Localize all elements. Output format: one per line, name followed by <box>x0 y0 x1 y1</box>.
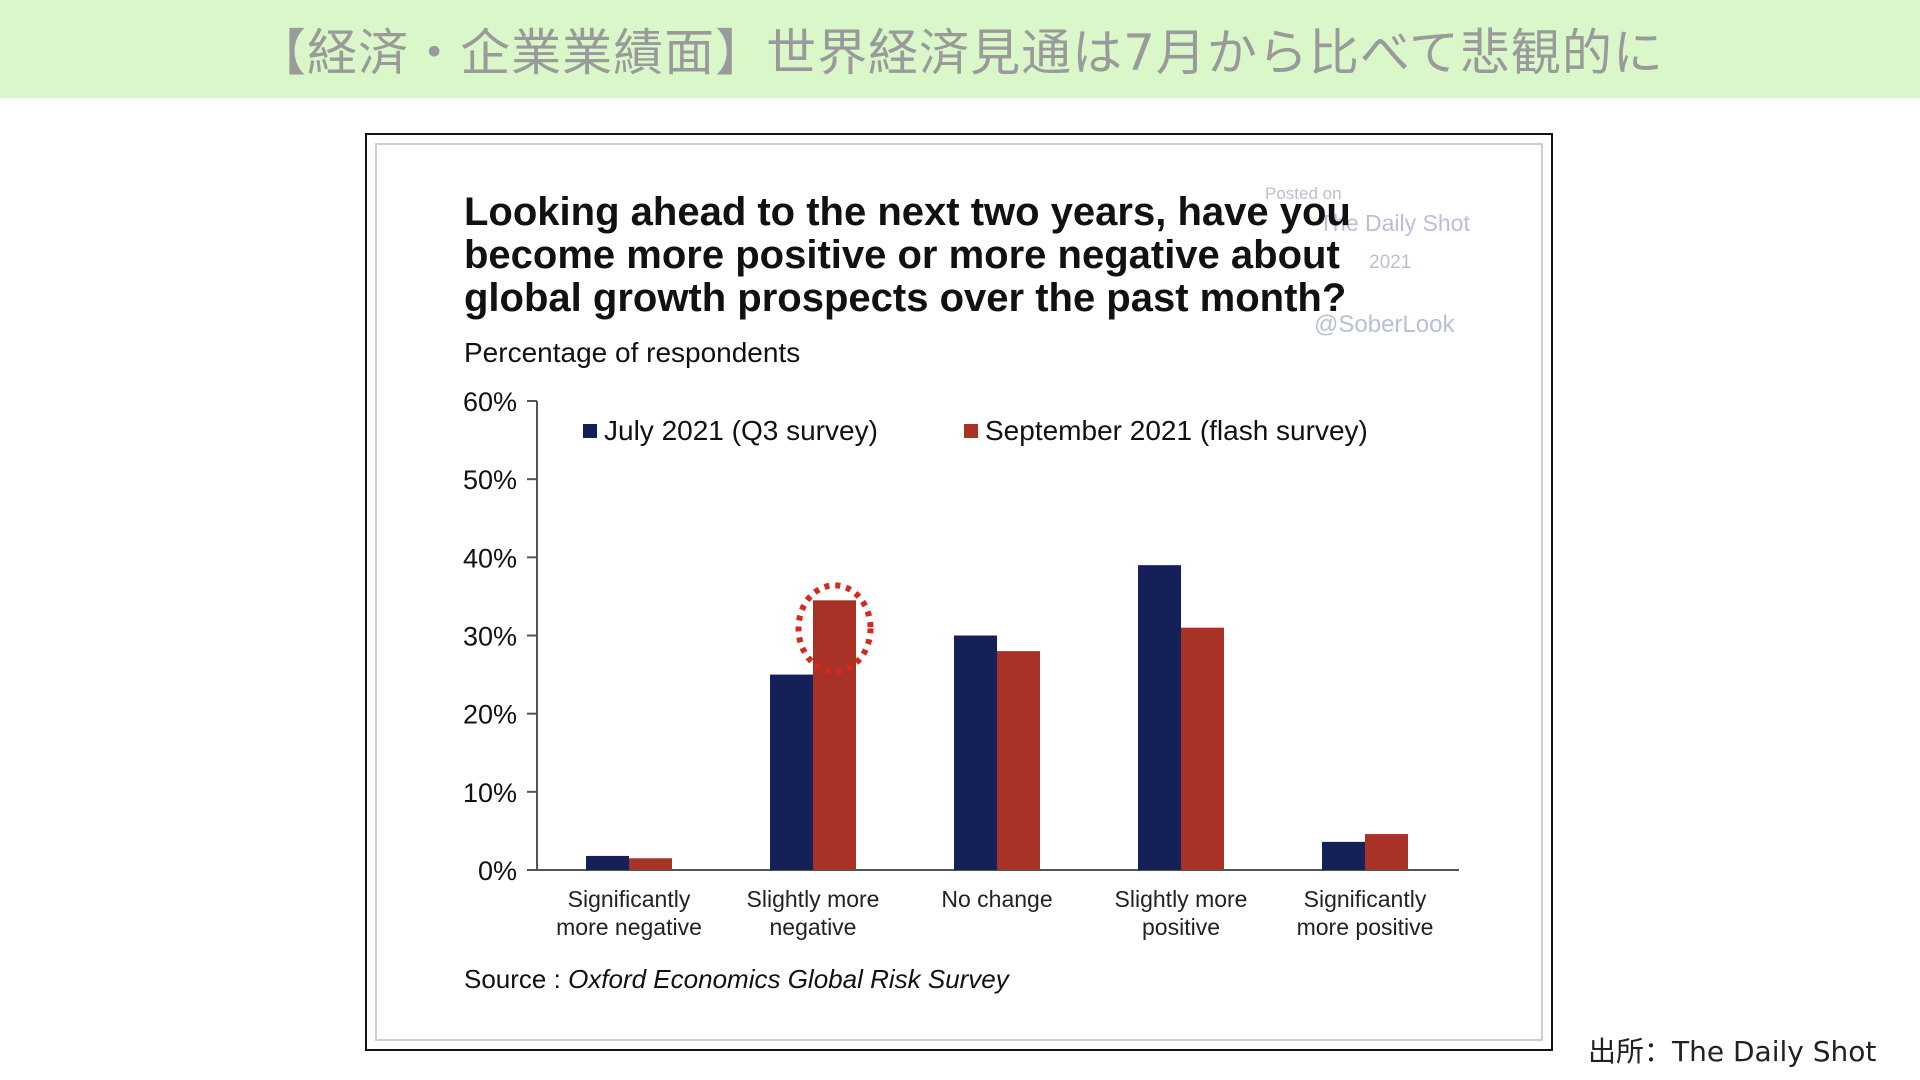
bar-july-3 <box>1138 565 1181 870</box>
category-label: Significantly <box>1304 886 1427 912</box>
image-source-credit: 出所：The Daily Shot <box>1588 1035 1877 1068</box>
chart-bars <box>586 565 1408 870</box>
category-label: more positive <box>1297 914 1434 940</box>
chart-title-line-1: Looking ahead to the next two years, hav… <box>464 190 1351 234</box>
bar-chart: Posted on The Daily Shot 2021 @SoberLook… <box>463 184 1471 994</box>
chart-image-frame: Posted on The Daily Shot 2021 @SoberLook… <box>365 133 1553 1051</box>
page-title: 【経済・企業業績面】世界経済見通は7月から比べて悲観的に <box>256 24 1664 82</box>
watermark: Posted on The Daily Shot 2021 @SoberLook <box>1265 184 1470 338</box>
bar-july-2 <box>954 635 997 870</box>
y-tick-label: 0% <box>478 856 517 886</box>
category-label: Significantly <box>568 886 691 912</box>
chart-source-prefix: Source : <box>464 964 568 994</box>
bar-september-4 <box>1365 834 1408 870</box>
legend-swatch <box>964 424 978 438</box>
chart-title-line-2: become more positive or more negative ab… <box>464 233 1340 277</box>
chart-source-name: Oxford Economics Global Risk Survey <box>568 964 1011 994</box>
chart-legend: July 2021 (Q3 survey) September 2021 (fla… <box>583 415 1368 446</box>
category-label: Slightly more <box>1115 886 1248 912</box>
category-label: more negative <box>556 914 702 940</box>
chart-source: Source : Oxford Economics Global Risk Su… <box>464 964 1011 994</box>
y-tick-label: 60% <box>463 387 517 417</box>
watermark-year: 2021 <box>1369 252 1411 273</box>
header-banner: 【経済・企業業績面】世界経済見通は7月から比べて悲観的に <box>0 0 1920 98</box>
chart-subtitle: Percentage of respondents <box>464 337 800 368</box>
category-label: No change <box>941 886 1052 912</box>
bar-september-1 <box>813 600 856 870</box>
chart-title: Looking ahead to the next two years, hav… <box>464 190 1351 320</box>
bar-july-0 <box>586 855 629 870</box>
category-label: positive <box>1142 914 1220 940</box>
y-tick-label: 50% <box>463 465 517 495</box>
highlight-annotation <box>795 582 874 675</box>
chart-axes: 0% 10% 20% 30% 40% 50% 60% <box>463 387 1459 886</box>
legend-label: July 2021 (Q3 survey) <box>604 415 878 446</box>
watermark-site: The Daily Shot <box>1319 210 1470 236</box>
legend-swatch <box>583 424 597 438</box>
bar-july-1 <box>770 674 813 870</box>
legend-label: September 2021 (flash survey) <box>985 415 1368 446</box>
chart-image-inner-border <box>375 143 1543 1041</box>
y-tick-label: 20% <box>463 700 517 730</box>
chart-title-line-3: global growth prospects over the past mo… <box>464 276 1346 320</box>
watermark-posted-on: Posted on <box>1265 184 1342 203</box>
bar-september-2 <box>997 651 1040 870</box>
y-tick-label: 30% <box>463 622 517 652</box>
bar-september-3 <box>1181 627 1224 870</box>
bar-july-4 <box>1322 841 1365 870</box>
category-label: Slightly more <box>747 886 880 912</box>
category-label: negative <box>770 914 857 940</box>
bar-september-0 <box>629 858 672 870</box>
y-tick-label: 40% <box>463 543 517 573</box>
watermark-handle: @SoberLook <box>1314 311 1455 338</box>
highlight-circle <box>795 582 874 675</box>
y-tick-label: 10% <box>463 778 517 808</box>
